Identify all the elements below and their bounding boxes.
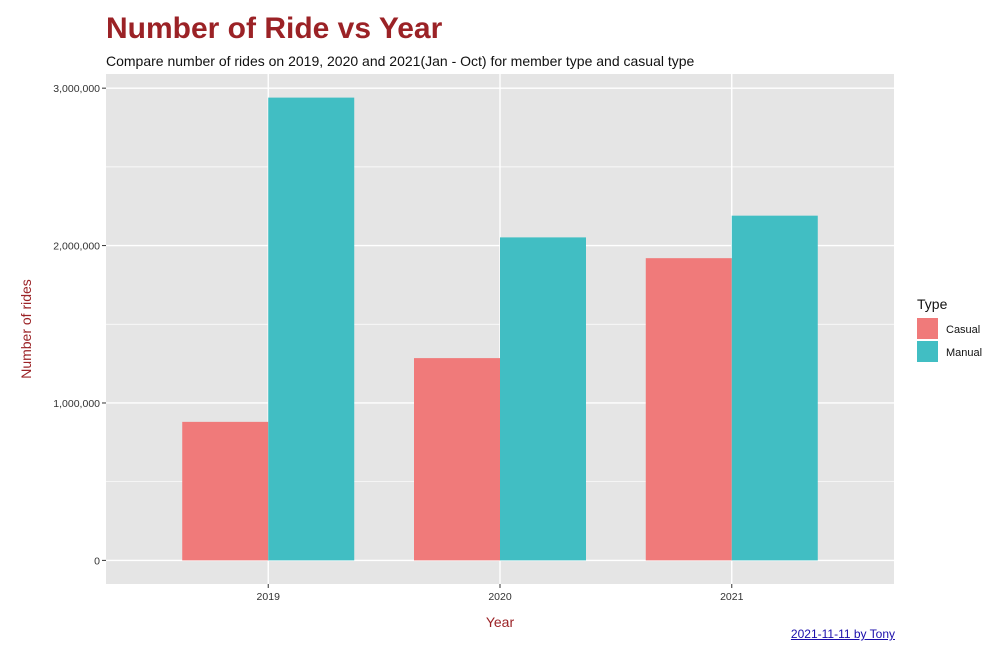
y-tick-label: 2,000,000 xyxy=(53,241,100,253)
bar-manual-2021 xyxy=(731,215,818,561)
x-axis-label: Year xyxy=(486,614,515,630)
caption-link[interactable]: 2021-11-11 by Tony xyxy=(790,627,895,641)
chart-title: Number of Ride vs Year xyxy=(106,12,443,45)
bar-manual-2020 xyxy=(500,237,586,561)
legend-key-manual xyxy=(917,341,938,362)
bar-layer xyxy=(182,97,818,561)
x-tick-label: 2019 xyxy=(257,591,281,603)
y-tick-label: 3,000,000 xyxy=(53,83,100,95)
bar-casual-2019 xyxy=(182,421,269,561)
legend-label-casual: Casual xyxy=(946,324,980,336)
bar-manual-2019 xyxy=(268,97,355,561)
y-tick-label: 1,000,000 xyxy=(53,398,100,410)
legend: Type Casual Manual xyxy=(917,296,982,362)
legend-key-casual xyxy=(917,318,938,339)
legend-label-manual: Manual xyxy=(946,347,982,359)
x-tick-label: 2020 xyxy=(488,591,512,603)
chart-subtitle: Compare number of rides on 2019, 2020 an… xyxy=(106,53,695,69)
bar-casual-2021 xyxy=(645,258,732,561)
y-axis-label: Number of rides xyxy=(18,279,34,379)
bar-casual-2020 xyxy=(414,358,500,561)
legend-title: Type xyxy=(917,296,948,312)
y-tick-label: 0 xyxy=(94,555,100,567)
x-tick-label: 2021 xyxy=(720,591,744,603)
axis-layer: 0 1,000,000 2,000,000 3,000,000 2019 2020 2021 xyxy=(53,83,743,603)
